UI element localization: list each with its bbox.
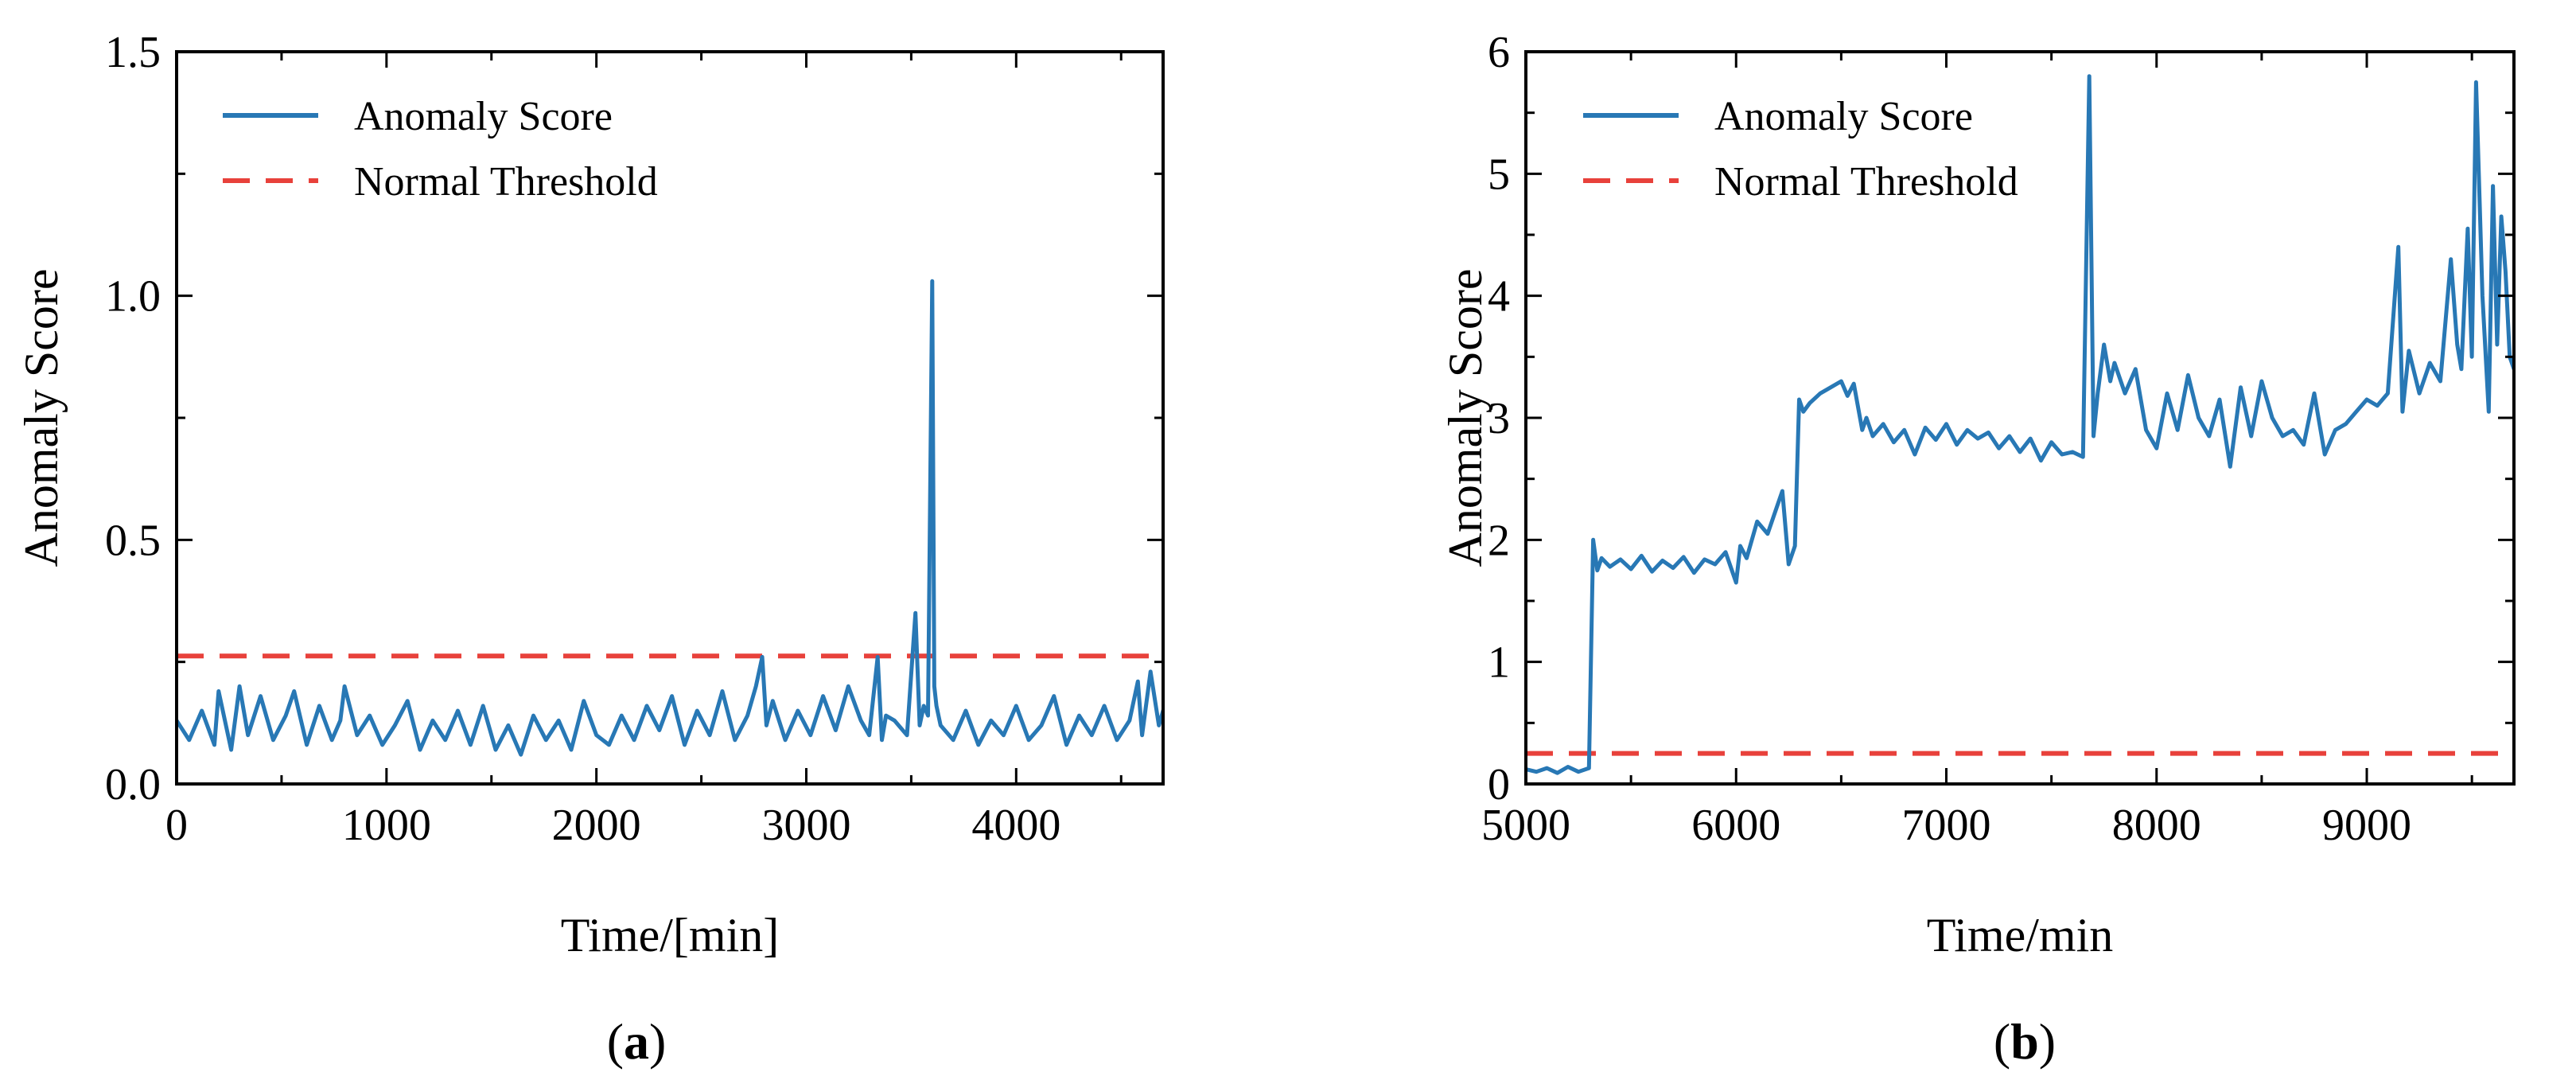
- y-tick-label-b: 5: [1488, 150, 1510, 199]
- panel-caption-a: (a): [607, 1013, 667, 1070]
- series-line-anomaly-score-b: [1526, 74, 2514, 775]
- caption-letter-a: a: [624, 1013, 649, 1070]
- legend-label-normal-threshold-a: Normal Threshold: [354, 159, 658, 205]
- y-tick-label-b: 4: [1488, 272, 1510, 322]
- x-tick-label-b: 6000: [1691, 801, 1780, 850]
- legend-label-anomaly-score-b: Anomaly Score: [1714, 94, 1973, 139]
- y-tick-label-a: 0.5: [105, 516, 161, 565]
- caption-close-a: ): [649, 1013, 666, 1070]
- legend-label-normal-threshold-b: Normal Threshold: [1714, 159, 2018, 205]
- legend-b: Anomaly Score Normal Threshold: [1583, 94, 2018, 205]
- x-tick-label-a: 4000: [971, 801, 1060, 850]
- y-tick-label-b: 6: [1488, 28, 1510, 77]
- x-tick-label-b: 9000: [2322, 801, 2411, 850]
- series-line-anomaly-score-a: [177, 279, 1163, 757]
- x-axis-label-b: Time/min: [1927, 909, 2114, 961]
- x-tick-label-b: 7000: [1902, 801, 1991, 850]
- x-tick-label-a: 2000: [552, 801, 641, 850]
- chart-panel-a: 0 1000 2000 3000 4000 0.0 0.5 1.0 1.5 Time/[min]…: [15, 28, 1165, 1070]
- x-tick-label-b: 5000: [1481, 801, 1570, 850]
- panel-caption-b: (b): [1994, 1013, 2056, 1070]
- plot-lines-b: [1526, 74, 2514, 775]
- x-tick-label-a: 3000: [761, 801, 850, 850]
- y-tick-label-b: 3: [1488, 394, 1510, 443]
- y-tick-label-b: 0: [1488, 760, 1510, 809]
- y-axis-label-a: Anomaly Score: [15, 269, 68, 567]
- plot-lines-a: [177, 279, 1163, 757]
- caption-letter-b: b: [2010, 1013, 2039, 1070]
- x-tick-label-b: 8000: [2112, 801, 2201, 850]
- y-tick-label-b: 2: [1488, 516, 1510, 565]
- y-tick-label-a: 1.0: [105, 272, 161, 322]
- y-tick-label-a: 1.5: [105, 28, 161, 77]
- caption-close-b: ): [2039, 1013, 2056, 1070]
- legend-label-anomaly-score-a: Anomaly Score: [354, 94, 613, 139]
- y-tick-label-b: 1: [1488, 638, 1510, 688]
- caption-open-b: (: [1994, 1013, 2010, 1070]
- chart-panel-b: 5000 6000 7000 8000 9000 0 1 2 3 4 5 6 Time/min Ano…: [1439, 28, 2516, 1070]
- caption-open-a: (: [607, 1013, 624, 1070]
- x-tick-label-a: 1000: [342, 801, 431, 850]
- x-axis-label-a: Time/[min]: [561, 909, 779, 961]
- axis-ticks-a: 0 1000 2000 3000 4000 0.0 0.5 1.0 1.5: [105, 28, 1163, 850]
- legend-a: Anomaly Score Normal Threshold: [223, 94, 658, 205]
- axis-ticks-b: 5000 6000 7000 8000 9000 0 1 2 3 4 5 6: [1481, 28, 2514, 850]
- y-tick-label-a: 0.0: [105, 760, 161, 809]
- x-tick-label-a: 0: [165, 801, 188, 850]
- y-axis-label-b: Anomaly Score: [1439, 269, 1492, 567]
